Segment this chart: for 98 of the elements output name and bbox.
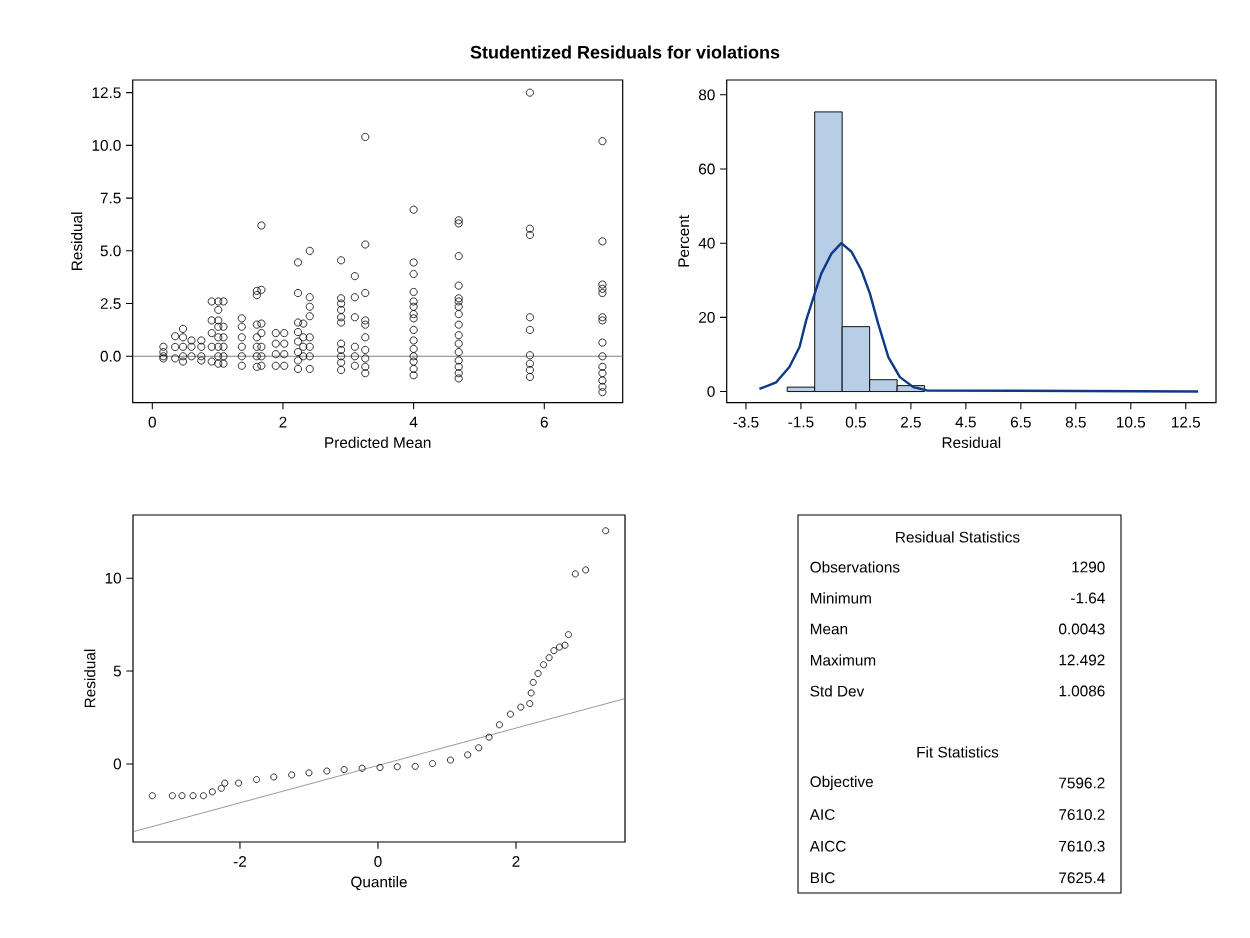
y-tick-label: 5 <box>113 665 121 677</box>
point <box>602 527 610 535</box>
point <box>561 641 569 649</box>
text: -1.64 <box>1071 592 1105 604</box>
y-tick-label: 60 <box>699 163 715 175</box>
text: 12.492 <box>1059 654 1105 666</box>
x-tick-label: 6.5 <box>1010 416 1031 428</box>
x-tick-label: -2 <box>233 856 247 867</box>
y-tick-label: 2.5 <box>100 298 121 309</box>
x-tick-label: 0 <box>148 416 156 428</box>
x-tick-label: 10.5 <box>1117 416 1146 428</box>
text: Minimum <box>810 592 871 604</box>
point <box>393 763 401 771</box>
text: Std Dev <box>810 685 865 697</box>
text: BIC <box>810 872 835 884</box>
line-series <box>758 242 1200 393</box>
x-tick-label: 2 <box>512 856 520 867</box>
point <box>571 570 579 578</box>
point <box>506 710 514 718</box>
text: Residual Statistics <box>896 531 1020 543</box>
point <box>464 751 472 759</box>
point <box>540 661 548 669</box>
point <box>529 678 537 686</box>
chart-title: Studentized Residuals for violations <box>470 45 780 59</box>
point <box>527 689 535 697</box>
y-tick-label: 20 <box>699 311 715 323</box>
text: Objective <box>810 775 873 791</box>
point <box>217 784 225 792</box>
y-tick-label: 40 <box>698 237 715 249</box>
x-tick-label: 4 <box>409 416 418 428</box>
point <box>178 792 186 800</box>
point <box>555 643 563 651</box>
text: 7610.3 <box>1059 840 1105 852</box>
point <box>429 760 436 768</box>
y-axis-title: Residual <box>71 212 83 270</box>
point <box>526 700 534 708</box>
point <box>582 566 590 574</box>
point <box>253 776 260 784</box>
y-tick-label: 0 <box>707 386 715 397</box>
point <box>358 764 366 772</box>
y-tick-label: 10.0 <box>92 139 121 151</box>
point <box>340 766 348 773</box>
point <box>446 756 454 764</box>
x-axis-title: Predicted Mean <box>325 436 431 448</box>
x-axis-title: Quantile <box>351 876 407 891</box>
x-axis-title: Residual <box>942 436 1001 448</box>
text: Fit Statistics <box>917 746 999 758</box>
point <box>270 773 278 781</box>
point <box>221 779 229 787</box>
point <box>148 792 156 800</box>
text: Mean <box>810 623 848 635</box>
x-tick-label: -1.5 <box>788 416 814 428</box>
y-tick-label: 0.0 <box>100 350 121 362</box>
text: 1.0086 <box>1059 685 1105 697</box>
text: 7625.4 <box>1059 872 1105 884</box>
text: 7596.2 <box>1059 777 1105 789</box>
point <box>208 788 216 796</box>
x-tick-label: 0.5 <box>845 416 866 428</box>
x-tick-label: 4.5 <box>955 416 976 428</box>
point <box>495 721 503 729</box>
y-axis-title: Percent <box>678 215 690 267</box>
text: Observations <box>810 561 900 573</box>
x-tick-label: -3.5 <box>733 416 759 428</box>
point <box>288 771 296 779</box>
text: 0.0043 <box>1059 623 1105 635</box>
point <box>411 762 419 770</box>
point <box>545 654 553 662</box>
y-tick-label: 12.5 <box>92 87 121 99</box>
text: Maximum <box>810 654 876 666</box>
point <box>550 647 558 655</box>
point <box>475 744 483 752</box>
y-axis-title: Residual <box>84 649 96 708</box>
text: 7610.2 <box>1059 809 1105 821</box>
point <box>517 703 525 711</box>
x-tick-label: 8.5 <box>1065 416 1086 428</box>
point <box>323 767 331 775</box>
y-tick-label: 10 <box>105 572 122 584</box>
x-tick-label: 12.5 <box>1172 416 1201 428</box>
point <box>189 792 197 800</box>
text: AIC <box>809 809 835 821</box>
x-tick-label: 6 <box>540 416 548 428</box>
text: AICC <box>809 840 846 852</box>
x-tick-label: 2 <box>279 416 287 428</box>
point <box>376 764 384 771</box>
y-tick-label: 80 <box>698 89 715 101</box>
text: 1290 <box>1072 561 1105 573</box>
x-tick-label: 0 <box>374 856 382 867</box>
x-tick-label: 2.5 <box>901 416 921 428</box>
y-tick-label: 7.5 <box>100 192 121 204</box>
point <box>534 670 542 677</box>
point <box>235 779 243 787</box>
point <box>305 769 313 777</box>
point <box>199 792 207 800</box>
point <box>485 733 493 741</box>
point <box>564 631 572 639</box>
point <box>168 792 176 800</box>
y-tick-label: 0 <box>113 758 122 770</box>
y-tick-label: 5.0 <box>100 245 121 257</box>
